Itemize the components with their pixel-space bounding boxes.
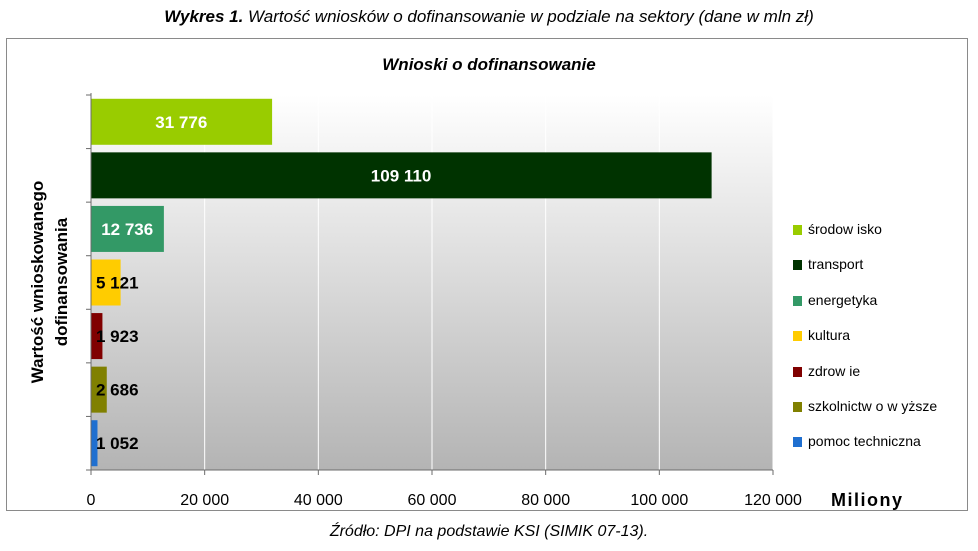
legend-label: kultura — [808, 327, 851, 344]
legend-swatch — [793, 331, 802, 342]
legend-label: szkolnictw o w yższe — [808, 397, 938, 414]
bars: 31 776 109 110 12 736 5 121 1 923 2 686 1 052 — [91, 98, 712, 467]
legend-swatch — [793, 225, 802, 235]
x-tick-label: 120 000 — [744, 492, 802, 509]
legend-item: energetyka — [793, 291, 973, 326]
bar — [91, 152, 712, 199]
chart-frame: 31 776 109 110 12 736 5 121 1 923 2 686 1 052 … — [6, 38, 968, 511]
bar — [91, 420, 98, 467]
source-note: Źródło: DPI na podstawie KSI (SIMIK 07-1… — [329, 523, 649, 540]
x-tick-label: 20 000 — [180, 492, 229, 509]
x-tick-label: 100 000 — [630, 492, 688, 509]
figure-caption: Wykres 1. Wartość wniosków o dofinansowa… — [0, 7, 978, 27]
figure-caption-number: Wykres 1. — [164, 7, 244, 26]
bar-value-label: 1 923 — [96, 327, 139, 346]
legend-item: szkolnictw o w yższe — [793, 397, 973, 432]
bar — [91, 366, 107, 413]
legend-label: pomoc techniczna — [808, 433, 921, 450]
figure-caption-text: Wartość wniosków o dofinansowanie w podz… — [243, 7, 814, 26]
bar — [91, 259, 121, 306]
y-axis-title: Wartość wnioskowanego dofinansowania — [28, 181, 71, 383]
y-axis-title-line: dofinansowania — [52, 217, 71, 346]
bar-value-label: 2 686 — [96, 381, 139, 400]
x-tick-label: 0 — [87, 492, 96, 509]
legend-swatch — [793, 260, 802, 271]
legend-swatch — [793, 401, 802, 412]
legend-item: transport — [793, 255, 973, 290]
legend-swatch — [793, 366, 802, 377]
legend-swatch — [793, 295, 802, 306]
legend-label: transport — [808, 256, 864, 273]
bar-value-label: 12 736 — [101, 220, 153, 239]
x-axis-title: Miliony — [831, 490, 904, 510]
bar — [91, 205, 164, 252]
legend-item: środow isko — [793, 220, 973, 255]
legend-item: zdrow ie — [793, 362, 973, 397]
axes: 0 20 000 40 000 60 000 80 000 100 000 120 000 — [86, 93, 802, 509]
legend-swatch — [793, 437, 802, 448]
chart-title: Wnioski o dofinansowanie — [382, 55, 595, 74]
legend-item: pomoc techniczna — [793, 432, 973, 467]
x-tick-label: 40 000 — [294, 492, 343, 509]
legend-label: energetyka — [808, 291, 878, 308]
legend: środow isko transport energetyka kultura zdr… — [793, 220, 973, 468]
x-tick-label: 80 000 — [521, 492, 570, 509]
bar — [91, 98, 273, 145]
x-tick-label: 60 000 — [408, 492, 457, 509]
bar-value-label: 1 052 — [96, 434, 139, 453]
bar-value-label: 5 121 — [96, 274, 139, 293]
bar-value-label: 109 110 — [371, 166, 432, 185]
bar — [91, 313, 103, 360]
legend-label: zdrow ie — [808, 362, 861, 379]
legend-item: kultura — [793, 326, 973, 361]
y-axis-title-line: Wartość wnioskowanego — [28, 181, 47, 383]
bar-value-label: 31 776 — [155, 113, 207, 132]
legend-label: środow isko — [808, 221, 882, 237]
